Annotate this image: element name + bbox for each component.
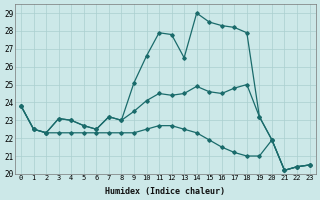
X-axis label: Humidex (Indice chaleur): Humidex (Indice chaleur) bbox=[105, 187, 225, 196]
